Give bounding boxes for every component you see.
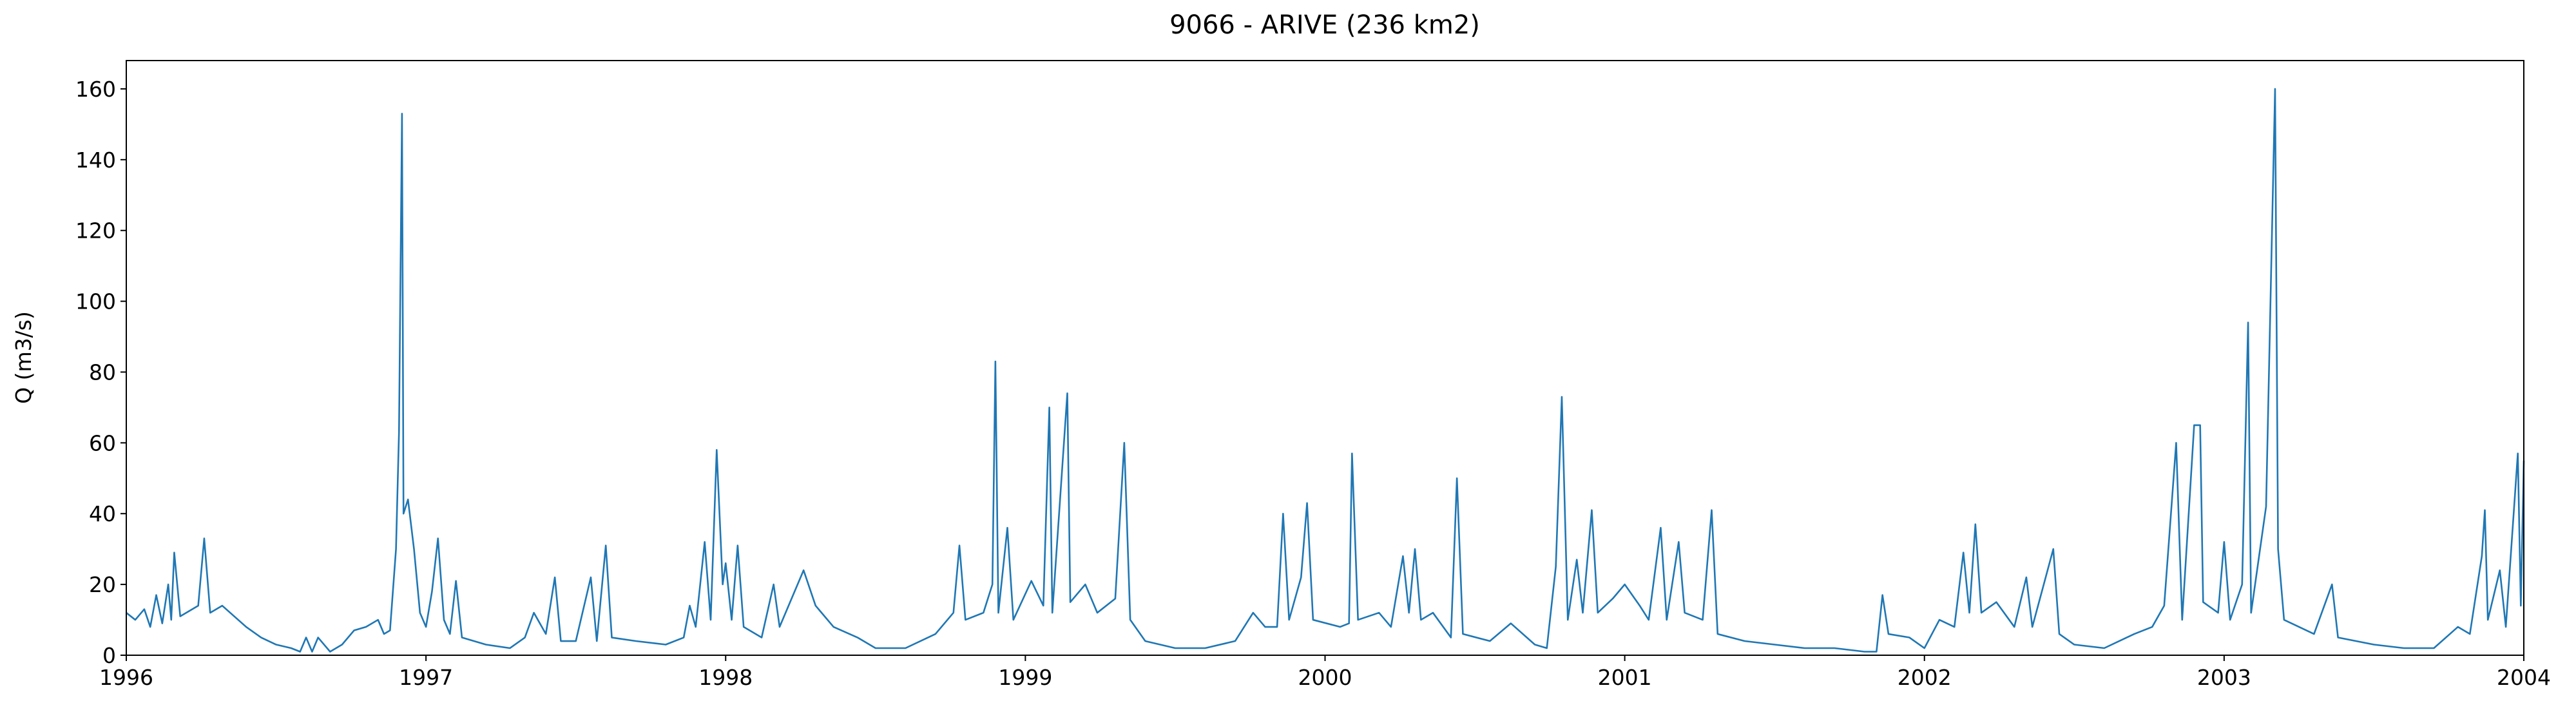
y-tick-label: 20 (89, 572, 116, 597)
y-tick-label: 0 (102, 643, 116, 668)
y-axis-label: Q (m3/s) (11, 311, 36, 404)
chart-title: 9066 - ARIVE (236 km2) (1169, 10, 1480, 40)
x-tick-label: 2000 (1298, 665, 1352, 690)
y-tick-label: 120 (75, 218, 116, 244)
x-tick-label: 2001 (1598, 665, 1652, 690)
x-tick-label: 1999 (998, 665, 1052, 690)
y-tick-label: 80 (89, 359, 116, 385)
x-tick-label: 1997 (399, 665, 453, 690)
x-tick-label: 1998 (698, 665, 753, 690)
y-tick-label: 60 (89, 430, 116, 455)
y-tick-label: 100 (75, 289, 116, 314)
x-tick-label: 2003 (2197, 665, 2251, 690)
y-tick-label: 40 (89, 501, 116, 526)
x-tick-label: 2002 (1898, 665, 1952, 690)
y-tick-label: 140 (75, 148, 116, 173)
series-line (126, 88, 2525, 653)
x-tick-label: 1996 (99, 665, 153, 690)
y-tick-label: 160 (75, 77, 116, 102)
x-tick-label: 2004 (2497, 665, 2551, 690)
plot-frame (126, 60, 2524, 656)
